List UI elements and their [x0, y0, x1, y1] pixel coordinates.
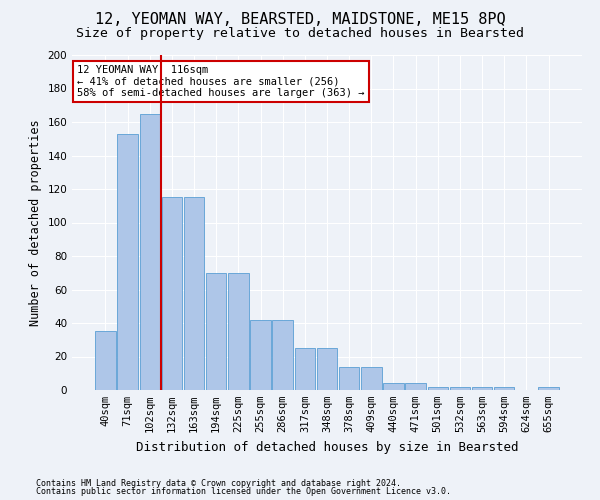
- Bar: [406, 384, 426, 390]
- Bar: [538, 386, 559, 390]
- Text: 12, YEOMAN WAY, BEARSTED, MAIDSTONE, ME15 8PQ: 12, YEOMAN WAY, BEARSTED, MAIDSTONE, ME1…: [95, 12, 505, 28]
- Bar: [250, 320, 271, 390]
- Bar: [95, 332, 116, 390]
- Bar: [450, 386, 470, 390]
- Text: Size of property relative to detached houses in Bearsted: Size of property relative to detached ho…: [76, 28, 524, 40]
- Bar: [228, 273, 248, 390]
- Bar: [383, 384, 404, 390]
- Text: Contains public sector information licensed under the Open Government Licence v3: Contains public sector information licen…: [36, 487, 451, 496]
- Bar: [295, 348, 315, 390]
- Bar: [317, 348, 337, 390]
- Bar: [140, 114, 160, 390]
- X-axis label: Distribution of detached houses by size in Bearsted: Distribution of detached houses by size …: [136, 440, 518, 454]
- Text: Contains HM Land Registry data © Crown copyright and database right 2024.: Contains HM Land Registry data © Crown c…: [36, 478, 401, 488]
- Bar: [272, 320, 293, 390]
- Bar: [184, 198, 204, 390]
- Bar: [206, 273, 226, 390]
- Bar: [118, 134, 138, 390]
- Bar: [339, 366, 359, 390]
- Bar: [472, 386, 493, 390]
- Bar: [428, 386, 448, 390]
- Bar: [361, 366, 382, 390]
- Bar: [161, 198, 182, 390]
- Text: 12 YEOMAN WAY: 116sqm
← 41% of detached houses are smaller (256)
58% of semi-det: 12 YEOMAN WAY: 116sqm ← 41% of detached …: [77, 65, 365, 98]
- Y-axis label: Number of detached properties: Number of detached properties: [29, 119, 42, 326]
- Bar: [494, 386, 514, 390]
